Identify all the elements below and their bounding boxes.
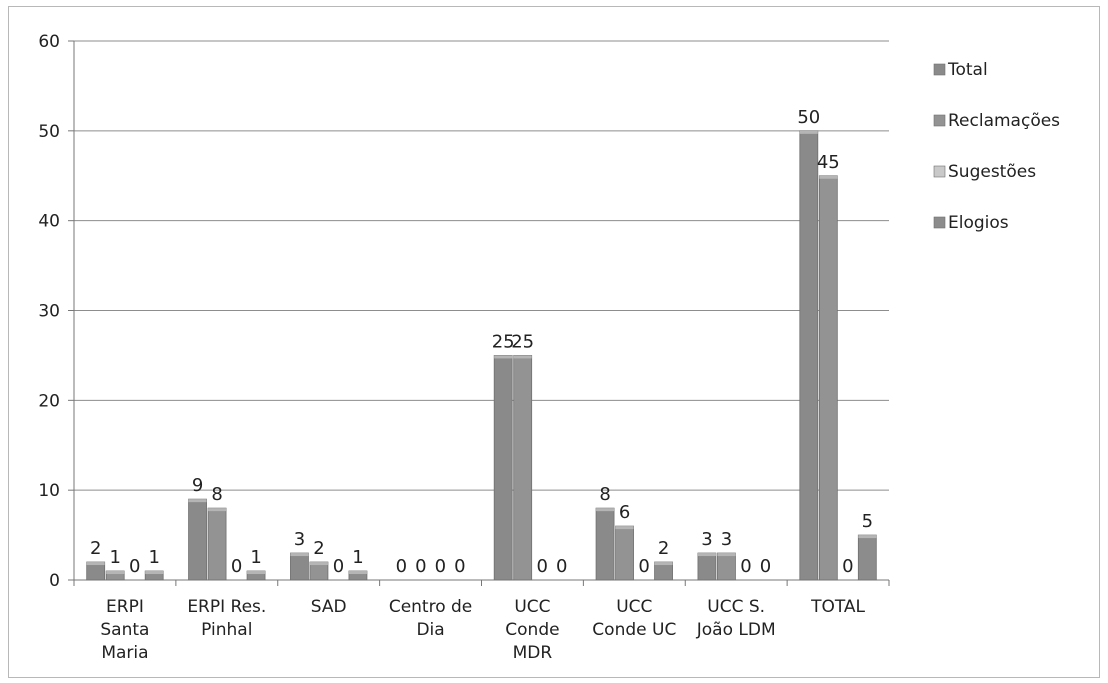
bar-cap — [188, 499, 207, 503]
data-label: 1 — [109, 547, 120, 568]
legend-label: Elogios — [948, 213, 1009, 233]
data-label: 25 — [492, 331, 515, 352]
data-label: 3 — [701, 529, 712, 550]
data-label: 0 — [333, 556, 344, 577]
data-label: 5 — [862, 511, 873, 532]
bar-cap — [596, 508, 615, 512]
bar — [818, 175, 838, 581]
bar-cap — [494, 355, 513, 359]
x-tick-label: UCC Conde MDR — [505, 597, 559, 663]
bar-cap — [799, 130, 818, 134]
legend-swatch — [933, 216, 946, 229]
data-label: 9 — [192, 475, 203, 496]
bar-cap — [697, 553, 716, 557]
y-tick-label: 0 — [49, 571, 60, 591]
x-tick-label: UCC S. João LDM — [696, 597, 776, 640]
data-label: 0 — [415, 556, 426, 577]
data-label: 2 — [90, 538, 101, 559]
bar-cap — [247, 571, 266, 575]
data-label: 25 — [511, 331, 534, 352]
data-label: 50 — [797, 107, 820, 128]
bar — [207, 507, 227, 581]
data-label: 8 — [211, 484, 222, 505]
legend-swatch — [933, 165, 946, 178]
x-tick-label: ERPI Res. Pinhal — [187, 597, 266, 640]
data-label: 0 — [435, 556, 446, 577]
bar-cap — [513, 355, 532, 359]
x-tick-label: Centro de Dia — [389, 597, 472, 640]
bar-cap — [290, 553, 309, 557]
bar-cap — [86, 562, 105, 566]
legend-swatch — [933, 63, 946, 76]
bar-cap — [348, 571, 367, 575]
y-tick-label: 20 — [38, 391, 60, 411]
data-label: 8 — [599, 484, 610, 505]
bar-cap — [717, 553, 736, 557]
data-label: 0 — [638, 556, 649, 577]
bar — [615, 525, 634, 581]
bar — [717, 552, 736, 581]
data-label: 0 — [740, 556, 751, 577]
data-label: 0 — [536, 556, 547, 577]
y-tick-label: 50 — [38, 122, 60, 142]
legend-label: Total — [947, 60, 988, 80]
bar-cap — [145, 571, 164, 575]
bar-cap — [309, 562, 328, 566]
data-label: 1 — [148, 547, 159, 568]
bar-cap — [615, 526, 634, 530]
data-label: 0 — [760, 556, 771, 577]
y-tick-label: 60 — [38, 32, 60, 52]
bar-cap — [819, 175, 838, 179]
bar-cap — [106, 571, 125, 575]
x-tick-label: SAD — [311, 597, 347, 617]
data-label: 3 — [294, 529, 305, 550]
data-label: 0 — [396, 556, 407, 577]
y-tick-label: 10 — [38, 481, 60, 501]
bar-cap — [208, 508, 227, 512]
data-label: 6 — [619, 502, 630, 523]
x-tick-label: TOTAL — [810, 597, 865, 617]
bar — [857, 534, 877, 581]
x-tick-label: ERPI Santa Maria — [100, 597, 149, 663]
bar — [513, 355, 533, 581]
chart-frame: 0 10 20 30 40 50 60 ERPI Santa Maria 2 1 0 1 ERPI Res.… — [8, 6, 1100, 678]
data-label: 1 — [250, 547, 261, 568]
data-label: 0 — [454, 556, 465, 577]
data-label: 0 — [842, 556, 853, 577]
bar — [595, 507, 615, 581]
bar — [799, 130, 819, 581]
bar — [188, 498, 207, 581]
data-label: 45 — [817, 152, 840, 173]
y-tick-label: 30 — [38, 302, 60, 322]
data-label: 2 — [313, 538, 324, 559]
bar-cap — [654, 562, 673, 566]
legend-label: Reclamações — [948, 111, 1060, 131]
x-tick-label: UCC Conde UC — [592, 597, 676, 640]
legend-swatch — [933, 114, 946, 127]
data-label: 0 — [556, 556, 567, 577]
bar — [493, 355, 513, 581]
bar — [290, 552, 309, 581]
data-label: 1 — [352, 547, 363, 568]
bar-cap — [858, 535, 877, 539]
data-label: 3 — [721, 529, 732, 550]
legend-label: Sugestões — [948, 162, 1036, 182]
data-label: 0 — [129, 556, 140, 577]
data-label: 0 — [231, 556, 242, 577]
bar — [697, 552, 717, 581]
y-tick-label: 40 — [38, 212, 60, 232]
data-label: 2 — [658, 538, 669, 559]
